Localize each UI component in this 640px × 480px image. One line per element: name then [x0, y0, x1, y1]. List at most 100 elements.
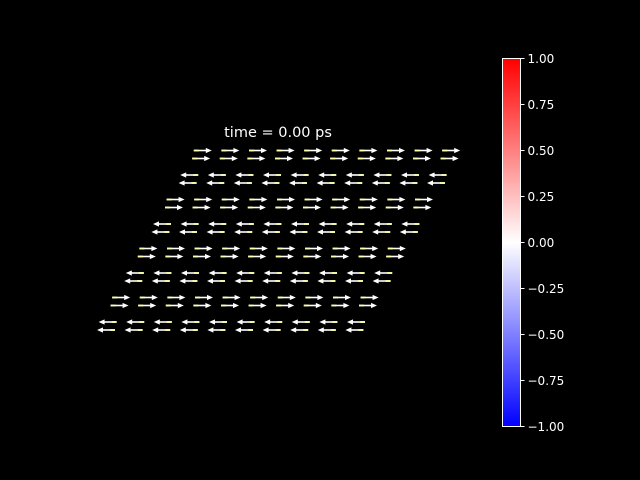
spin-arrow	[192, 204, 211, 211]
spin-arrow	[344, 180, 363, 186]
spin-arrow	[304, 196, 323, 203]
spin-arrow	[360, 245, 379, 252]
spin-arrow	[151, 278, 170, 284]
spin-arrow	[180, 172, 199, 178]
spin-arrow	[193, 253, 211, 260]
spin-arrow	[222, 245, 241, 252]
spin-arrow	[110, 302, 129, 309]
spin-arrow	[331, 147, 350, 154]
spin-arrow	[373, 221, 392, 227]
spin-arrow	[194, 196, 213, 203]
spin-arrow	[415, 196, 433, 203]
spin-arrow	[385, 155, 404, 162]
spin-arrow	[221, 196, 240, 203]
spin-arrow	[165, 204, 183, 211]
spin-arrow	[374, 270, 393, 276]
spin-arrow	[440, 155, 459, 162]
spin-arrow	[221, 147, 240, 154]
spin-arrow	[206, 180, 225, 186]
spin-arrow	[316, 180, 335, 186]
spin-arrow	[319, 270, 337, 276]
colorbar-tick-label: −0.75	[528, 374, 565, 388]
spin-arrow	[290, 327, 309, 333]
spin-arrow	[386, 253, 405, 260]
spin-arrow	[261, 229, 280, 235]
spin-arrow	[317, 278, 336, 284]
spin-arrow	[207, 278, 225, 284]
spin-arrow	[195, 294, 213, 301]
spin-arrow	[98, 319, 117, 325]
spin-arrow	[193, 302, 212, 309]
spin-arrow	[264, 319, 283, 325]
spin-arrow	[276, 147, 295, 154]
spin-arrow	[330, 155, 349, 162]
colorbar-tick-label: 0.00	[528, 236, 555, 250]
spin-arrow	[318, 172, 337, 178]
spin-arrow	[345, 172, 364, 178]
spin-arrow	[358, 204, 377, 211]
spin-arrow	[126, 319, 145, 325]
spin-arrow	[153, 221, 171, 227]
spin-arrow	[165, 253, 184, 260]
spin-arrow	[275, 204, 294, 211]
spin-arrow	[208, 270, 227, 276]
spin-arrow	[221, 302, 239, 309]
spin-arrow	[428, 172, 447, 178]
spin-arrow	[248, 302, 267, 309]
spin-arrow	[235, 327, 253, 333]
spin-arrow	[263, 172, 281, 178]
spin-arrow	[303, 253, 322, 260]
spin-arrow	[291, 319, 310, 325]
colorbar-tick-label: 0.25	[528, 190, 555, 204]
colorbar-tick-label: 1.00	[528, 52, 555, 66]
spin-arrow	[235, 172, 254, 178]
spin-arrow	[387, 196, 406, 203]
spin-arrow	[220, 253, 239, 260]
spin-arrow	[401, 221, 420, 227]
spin-arrow	[359, 302, 377, 309]
spin-arrow	[277, 245, 296, 252]
colorbar: 1.00 0.75 0.50 0.25 0.00 −0.25 −0.50 −0.75 −1.00	[502, 52, 565, 434]
spin-arrow	[332, 196, 351, 203]
spin-arrow	[112, 294, 131, 301]
colorbar-tick-label: −0.50	[528, 328, 565, 342]
spin-arrow	[303, 302, 322, 309]
spin-arrow	[331, 253, 349, 260]
spin-arrow	[234, 278, 253, 284]
spin-arrow	[207, 172, 226, 178]
spin-arrow	[344, 229, 363, 235]
spin-arrow	[399, 180, 418, 186]
spin-arrow	[303, 204, 321, 211]
spin-arrow	[261, 180, 280, 186]
spin-arrow	[167, 294, 186, 301]
spin-arrow	[192, 155, 211, 162]
spin-arrow	[275, 253, 294, 260]
spin-arrow	[347, 319, 365, 325]
spin-arrow	[289, 229, 308, 235]
spin-arrow	[180, 221, 199, 227]
spin-arrow	[317, 229, 335, 235]
spin-arrow	[249, 196, 268, 203]
spin-arrow	[179, 278, 198, 284]
colorbar-tick-label: −0.25	[528, 282, 565, 296]
spin-arrow	[289, 278, 308, 284]
spin-arrow	[152, 327, 171, 333]
spin-arrow	[179, 327, 198, 333]
spin-arrow	[333, 294, 351, 301]
spin-arrow	[234, 229, 253, 235]
spin-arrow	[305, 245, 323, 252]
spin-arrow	[153, 319, 172, 325]
colorbar-tick-label: 0.75	[528, 98, 555, 112]
spin-arrow-field	[97, 147, 461, 333]
spin-arrow	[387, 147, 405, 154]
spin-arrow	[289, 180, 307, 186]
spin-arrow	[249, 245, 268, 252]
colorbar-tick-label: 0.50	[528, 144, 555, 158]
spin-arrow	[302, 155, 321, 162]
spin-arrow	[153, 270, 172, 276]
spin-arrow	[207, 327, 226, 333]
spin-arrow	[247, 204, 266, 211]
spin-arrow	[277, 294, 296, 301]
spin-arrow	[247, 155, 266, 162]
